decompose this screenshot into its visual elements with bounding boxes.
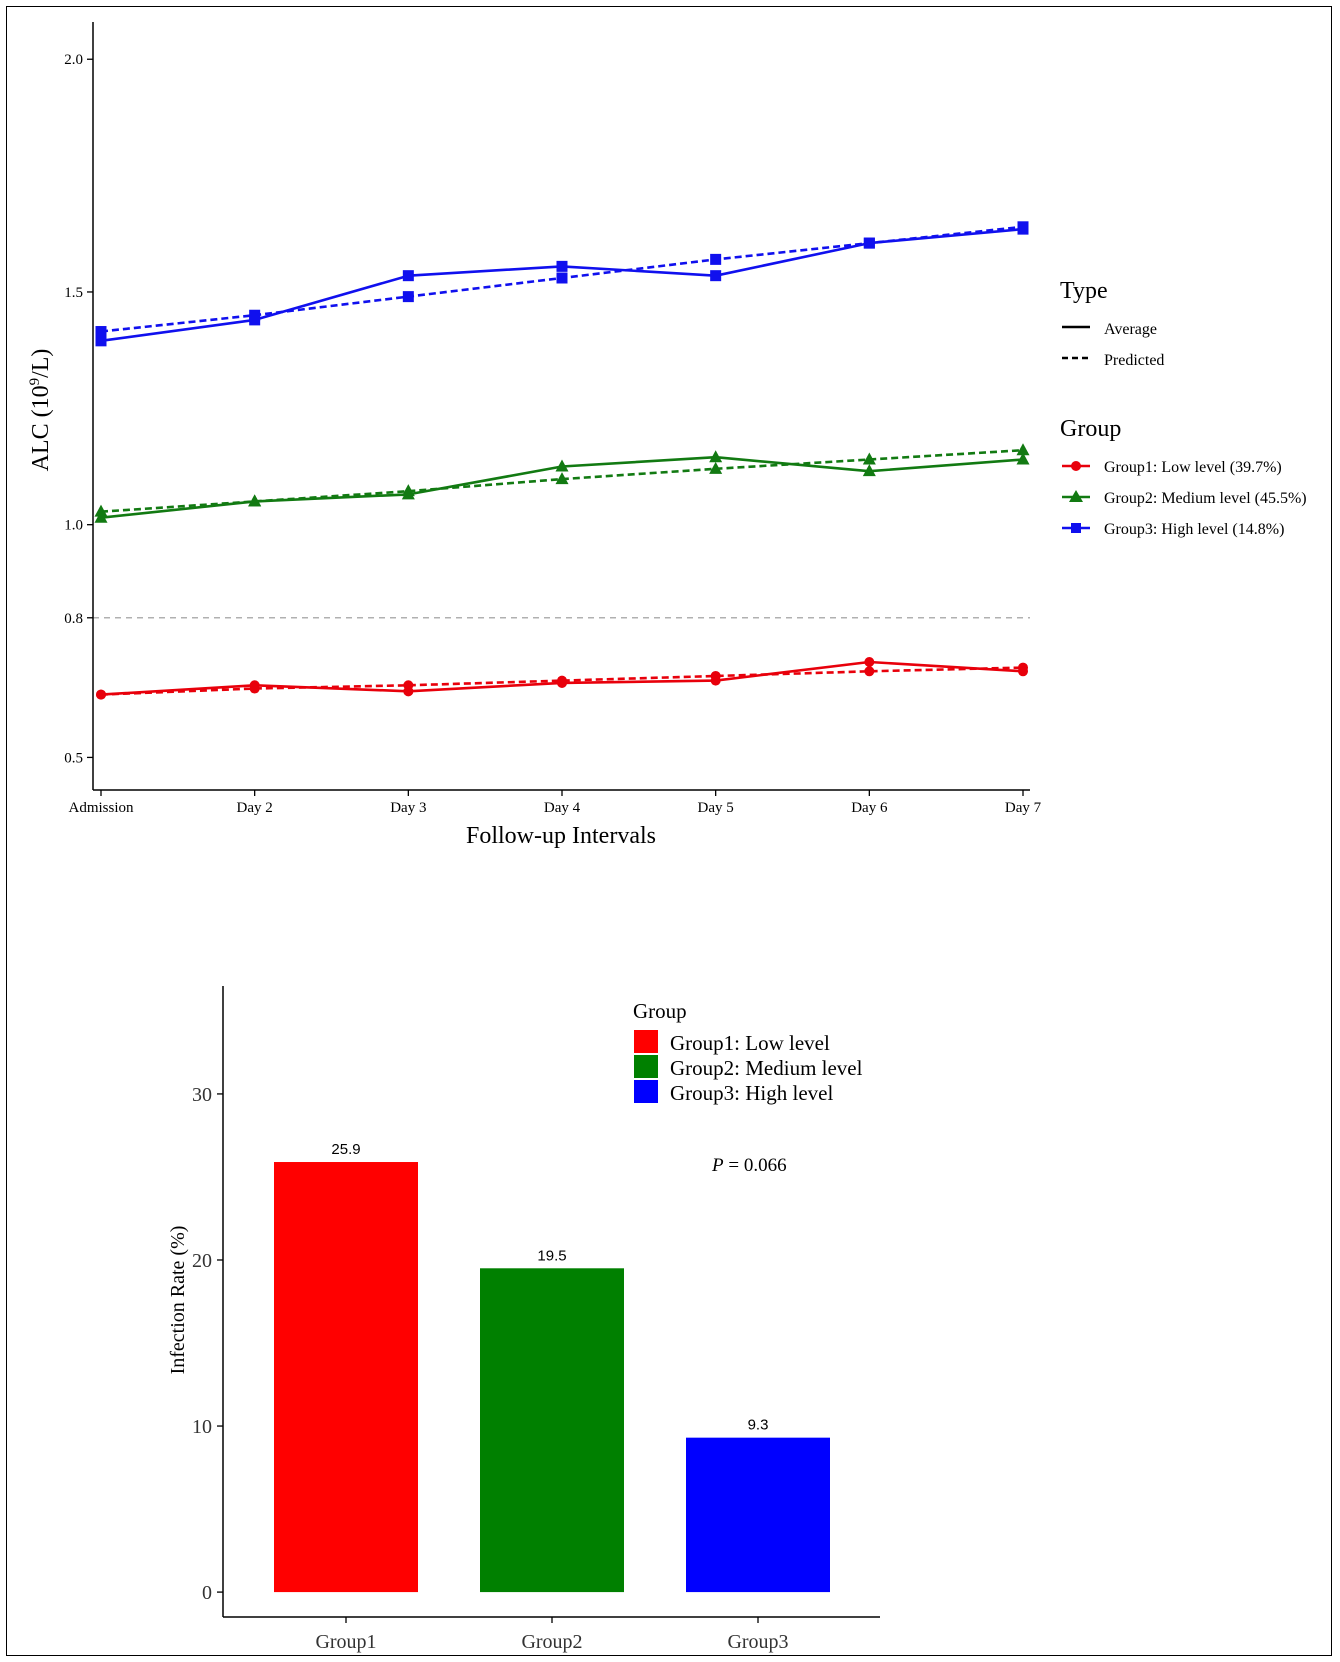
bar-legend-swatch-3 <box>634 1080 658 1103</box>
series-2-point-5 <box>862 464 876 477</box>
series-5-point-1 <box>249 309 261 321</box>
series-5-point-0 <box>95 326 107 338</box>
series-group <box>94 221 1030 700</box>
line-chart: 0.5 0.8 1.0 1.5 2.0 Admission Day 2 Day 3 Day 4… <box>27 22 1307 849</box>
legend-type-item-average: Average <box>1104 321 1157 338</box>
bar-legend-swatch-2 <box>634 1055 658 1078</box>
x-axis-title: Follow-up Intervals <box>466 823 656 849</box>
series-4-point-3 <box>556 260 568 272</box>
bar-legend-item-3: Group3: High level <box>670 1081 833 1105</box>
bar-3 <box>686 1437 830 1593</box>
axes-group <box>92 22 1030 791</box>
bar-value-label: 9.3 <box>748 1417 769 1434</box>
series-1-point-5 <box>864 666 875 677</box>
line-legend: Type Average Predicted Group Group1: Low… <box>1060 278 1307 538</box>
bar-x-tick-label: Group2 <box>521 1631 582 1653</box>
series-5-point-5 <box>863 237 875 249</box>
bar-y-axis-title: Infection Rate (%) <box>167 1226 189 1375</box>
legend-group3-marker <box>1071 523 1081 533</box>
bar-legend-item-2: Group2: Medium level <box>670 1056 863 1080</box>
y-axis-title: ALC (109/L) <box>27 349 54 472</box>
series-line-4 <box>100 227 1024 343</box>
series-3-point-2 <box>401 484 415 497</box>
x-tick-label: Day 2 <box>237 800 273 816</box>
bar-legend-title: Group <box>633 999 687 1023</box>
series-3-point-5 <box>862 452 876 465</box>
series-1-point-2 <box>403 680 414 691</box>
legend-group-item-1: Group1: Low level (39.7%) <box>1104 459 1282 476</box>
bar-legend-item-1: Group1: Low level <box>670 1031 830 1055</box>
legend-type-item-predicted: Predicted <box>1104 352 1164 369</box>
bar-chart: 25.9 19.5 9.3 0 10 20 30 Group1 Group2 Group3 I… <box>167 986 880 1653</box>
series-5-point-6 <box>1017 221 1029 233</box>
series-1-point-4 <box>710 670 721 681</box>
y-tick-label: 1.0 <box>64 518 83 534</box>
legend-group-item-2: Group2: Medium level (45.5%) <box>1104 490 1307 507</box>
bar-x-ticks-group: Group1 Group2 Group3 <box>315 1617 789 1653</box>
p-value-label: P <box>711 1155 724 1176</box>
bar-y-tick-label: 20 <box>192 1250 212 1272</box>
series-1-point-3 <box>557 675 567 686</box>
bars-group: 25.9 19.5 9.3 <box>274 1141 830 1593</box>
series-1-point-1 <box>249 683 260 694</box>
y-tick-label: 1.5 <box>64 285 83 301</box>
series-3-point-4 <box>709 461 723 474</box>
bar-y-ticks-group: 0 10 20 30 <box>192 1084 223 1604</box>
figure-frame <box>6 6 1332 1656</box>
x-tick-label: Day 5 <box>698 800 734 816</box>
series-3-point-1 <box>248 494 262 507</box>
legend-group-title: Group <box>1060 416 1121 442</box>
series-5-point-2 <box>402 291 414 303</box>
p-value-annotation: P = 0.066 <box>711 1155 787 1176</box>
series-0-point-5 <box>864 657 875 667</box>
bar-legend: Group Group1: Low level Group2: Medium l… <box>633 999 863 1105</box>
y-axis-title-unit: /L) <box>28 349 54 378</box>
series-5-point-3 <box>556 272 568 284</box>
bar-x-tick-label: Group1 <box>315 1631 376 1653</box>
series-3-point-3 <box>555 472 569 485</box>
legend-group2-marker <box>1069 490 1083 502</box>
series-4-point-0 <box>95 335 107 347</box>
bar-2 <box>480 1268 624 1593</box>
y-tick-label: 0.5 <box>64 750 83 766</box>
x-tick-label: Day 3 <box>390 800 426 816</box>
series-4-point-4 <box>710 270 722 282</box>
p-value-rest: = 0.066 <box>724 1155 787 1176</box>
y-ticks-group: 0.5 0.8 1.0 1.5 2.0 <box>64 52 93 766</box>
x-tick-label: Day 6 <box>851 800 888 816</box>
bar-value-label: 25.9 <box>331 1141 360 1158</box>
series-5-point-4 <box>710 253 722 265</box>
y-tick-label: 2.0 <box>64 52 83 68</box>
series-2-point-6 <box>1016 452 1030 465</box>
legend-type-title: Type <box>1060 278 1108 304</box>
legend-group-item-3: Group3: High level (14.8%) <box>1104 521 1284 538</box>
bar-legend-swatch-1 <box>634 1030 658 1053</box>
series-3-point-0 <box>94 504 108 517</box>
x-ticks-group: Admission Day 2 Day 3 Day 4 Day 5 Day 6 Day 7 <box>68 790 1042 816</box>
bar-x-tick-label: Group3 <box>727 1631 788 1653</box>
bar-y-tick-label: 0 <box>202 1582 212 1604</box>
series-2-point-4 <box>709 450 723 463</box>
series-1-point-6 <box>1018 662 1028 673</box>
bar-value-label: 19.5 <box>537 1247 566 1264</box>
y-tick-label: 0.8 <box>64 611 83 627</box>
y-axis-title-superscript: 9 <box>27 378 43 386</box>
legend-group1-marker <box>1071 461 1081 471</box>
series-3-point-6 <box>1016 443 1030 456</box>
series-2-point-3 <box>555 459 569 472</box>
bar-1 <box>274 1162 418 1593</box>
x-tick-label: Day 4 <box>544 800 581 816</box>
series-1-point-0 <box>96 689 106 700</box>
x-tick-label: Admission <box>68 800 134 816</box>
series-2-point-0 <box>94 510 108 523</box>
x-tick-label: Day 7 <box>1005 800 1042 816</box>
series-4-point-2 <box>402 270 414 282</box>
bar-y-tick-label: 30 <box>192 1084 212 1106</box>
bar-y-tick-label: 10 <box>192 1416 212 1438</box>
